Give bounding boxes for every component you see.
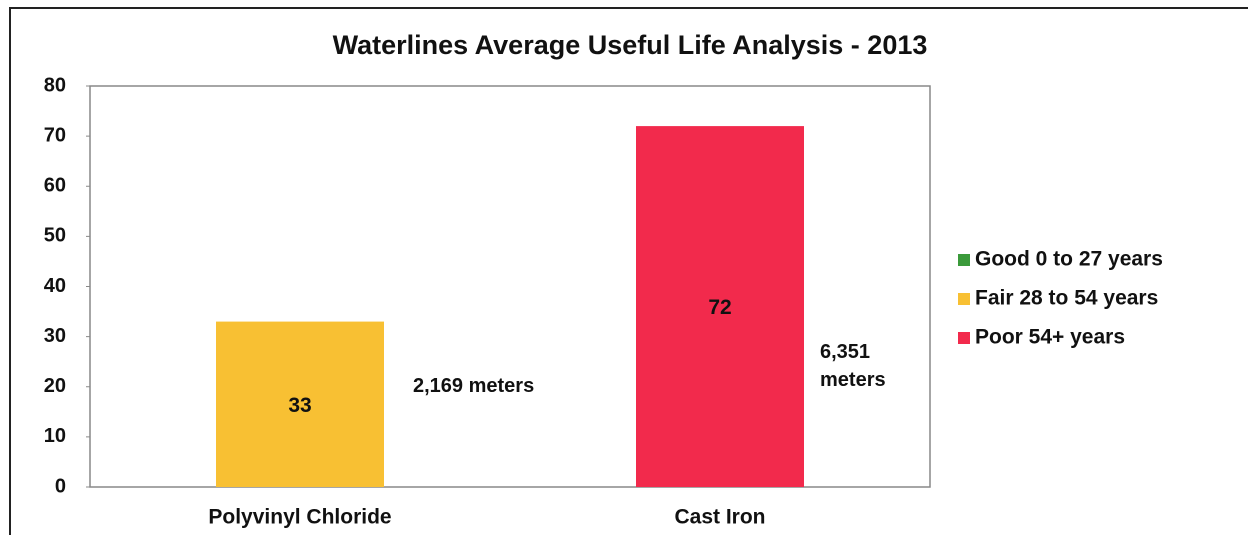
legend-label: Good 0 to 27 years — [975, 248, 1163, 271]
y-tick-label: 20 — [44, 375, 66, 397]
legend-label: Fair 28 to 54 years — [975, 287, 1158, 310]
data-label: 72 — [708, 296, 731, 319]
y-tick-label: 60 — [44, 175, 66, 197]
y-tick-label: 10 — [44, 425, 66, 447]
y-tick-label: 80 — [44, 74, 66, 96]
legend-swatch — [958, 332, 970, 344]
legend-swatch — [958, 254, 970, 266]
bar — [636, 126, 804, 487]
chart-title: Waterlines Average Useful Life Analysis … — [333, 30, 928, 60]
legend-swatch — [958, 293, 970, 305]
bar — [216, 321, 384, 487]
y-tick-label: 40 — [44, 275, 66, 297]
annotation: 6,351 meters — [820, 341, 886, 391]
annotation: 2,169 meters — [413, 375, 535, 397]
x-tick-label: Cast Iron — [674, 506, 765, 529]
y-tick-label: 50 — [44, 225, 66, 247]
y-tick-label: 0 — [55, 475, 66, 497]
y-tick-label: 70 — [44, 124, 66, 146]
data-label: 33 — [288, 394, 311, 417]
y-tick-label: 30 — [44, 325, 66, 347]
chart-frame — [9, 7, 1248, 535]
legend-label: Poor 54+ years — [975, 326, 1125, 349]
x-tick-label: Polyvinyl Chloride — [208, 506, 391, 529]
